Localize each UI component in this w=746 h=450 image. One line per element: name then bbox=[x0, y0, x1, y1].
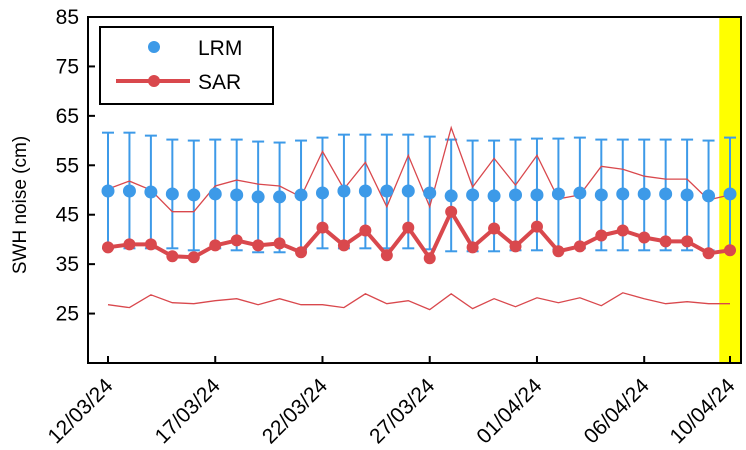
lrm-point bbox=[273, 190, 287, 204]
sar-point bbox=[295, 246, 308, 259]
sar-point bbox=[488, 222, 501, 235]
lrm-point bbox=[380, 184, 394, 198]
lrm-point bbox=[187, 188, 201, 202]
sar-point bbox=[616, 224, 629, 237]
legend-label-sar: SAR bbox=[198, 71, 241, 94]
sar-point bbox=[123, 238, 136, 251]
legend-marker-sar bbox=[148, 75, 160, 87]
sar-point bbox=[252, 239, 265, 252]
sar-point bbox=[359, 224, 372, 237]
lrm-point bbox=[423, 186, 437, 200]
lrm-point bbox=[637, 187, 651, 201]
lrm-point bbox=[487, 189, 501, 203]
lrm-point bbox=[165, 187, 179, 201]
y-axis-label: SWH noise (cm) bbox=[10, 136, 31, 274]
lrm-point bbox=[230, 188, 244, 202]
lrm-point bbox=[466, 188, 480, 202]
sar-point bbox=[166, 250, 179, 263]
lrm-point bbox=[702, 189, 716, 203]
x-tick-label: 27/03/24 bbox=[365, 374, 439, 448]
lrm-point bbox=[444, 189, 458, 203]
sar-point bbox=[681, 235, 694, 248]
legend-marker-lrm bbox=[148, 41, 160, 53]
y-tick-label: 65 bbox=[56, 105, 79, 128]
sar-point bbox=[552, 245, 565, 258]
y-tick-label: 55 bbox=[56, 154, 79, 177]
sar-point bbox=[466, 241, 479, 254]
lrm-point bbox=[616, 187, 630, 201]
sar-point bbox=[230, 234, 243, 247]
lrm-point bbox=[101, 184, 115, 198]
sar-point bbox=[530, 220, 543, 233]
lrm-point bbox=[680, 188, 694, 202]
sar-point bbox=[337, 239, 350, 252]
sar-point bbox=[445, 205, 458, 218]
sar-point bbox=[509, 240, 522, 253]
lrm-point bbox=[573, 186, 587, 200]
lrm-point bbox=[551, 187, 565, 201]
legend: LRM SAR bbox=[99, 26, 274, 105]
x-tick-label: 06/04/24 bbox=[580, 374, 654, 448]
lrm-point bbox=[659, 187, 673, 201]
y-tick-label: 85 bbox=[56, 6, 79, 29]
y-tick-label: 45 bbox=[56, 204, 79, 227]
data-series bbox=[101, 125, 737, 311]
sar-point bbox=[402, 221, 415, 234]
lrm-point bbox=[509, 188, 523, 202]
lrm-point bbox=[251, 190, 265, 204]
x-tick-label: 22/03/24 bbox=[258, 374, 332, 448]
y-tick-label: 75 bbox=[56, 55, 79, 78]
lrm-point bbox=[401, 184, 415, 198]
lrm-point bbox=[315, 186, 329, 200]
sar-point bbox=[316, 221, 329, 234]
sar-point bbox=[273, 237, 286, 250]
lrm-point bbox=[294, 188, 308, 202]
sar-point bbox=[595, 229, 608, 242]
y-tick-label: 35 bbox=[56, 253, 79, 276]
sar-point bbox=[423, 252, 436, 265]
lrm-point bbox=[723, 187, 737, 201]
sar-point bbox=[380, 249, 393, 262]
sar-point bbox=[144, 238, 157, 251]
axes-box bbox=[87, 16, 742, 364]
sar-point bbox=[102, 241, 114, 254]
sar-lower-line bbox=[107, 292, 730, 311]
legend-box bbox=[99, 26, 274, 105]
sar-point bbox=[638, 231, 651, 244]
sar-point bbox=[187, 251, 200, 264]
sar-point bbox=[209, 239, 222, 252]
x-tick-label: 12/03/24 bbox=[43, 374, 117, 448]
sar-point bbox=[702, 247, 715, 260]
lrm-point bbox=[358, 184, 372, 198]
sar-point bbox=[659, 235, 672, 248]
x-tick-label: 10/04/24 bbox=[665, 374, 739, 448]
lrm-point bbox=[122, 184, 136, 198]
lrm-point bbox=[337, 184, 351, 198]
x-tick-label: 01/04/24 bbox=[472, 374, 546, 448]
sar-point bbox=[573, 240, 586, 253]
axes bbox=[87, 16, 742, 364]
legend-label-lrm: LRM bbox=[198, 37, 242, 60]
lrm-point bbox=[208, 187, 222, 201]
y-tick-label: 25 bbox=[56, 303, 79, 326]
lrm-point bbox=[594, 188, 608, 202]
x-tick-label: 17/03/24 bbox=[151, 374, 225, 448]
lrm-point bbox=[144, 185, 158, 199]
lrm-point bbox=[530, 188, 544, 202]
sar-point bbox=[724, 244, 736, 257]
